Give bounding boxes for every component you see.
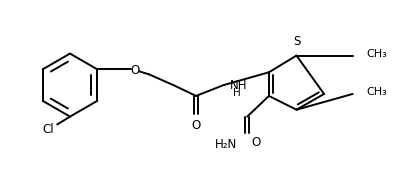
Text: H₂N: H₂N xyxy=(215,138,237,151)
Text: H: H xyxy=(234,88,241,98)
Text: O: O xyxy=(131,64,140,77)
Text: Cl: Cl xyxy=(43,123,54,136)
Text: O: O xyxy=(191,118,201,132)
Text: O: O xyxy=(251,136,260,149)
Text: CH₃: CH₃ xyxy=(367,87,387,97)
Text: NH: NH xyxy=(230,79,247,92)
Text: S: S xyxy=(293,35,300,48)
Text: CH₃: CH₃ xyxy=(367,49,387,59)
